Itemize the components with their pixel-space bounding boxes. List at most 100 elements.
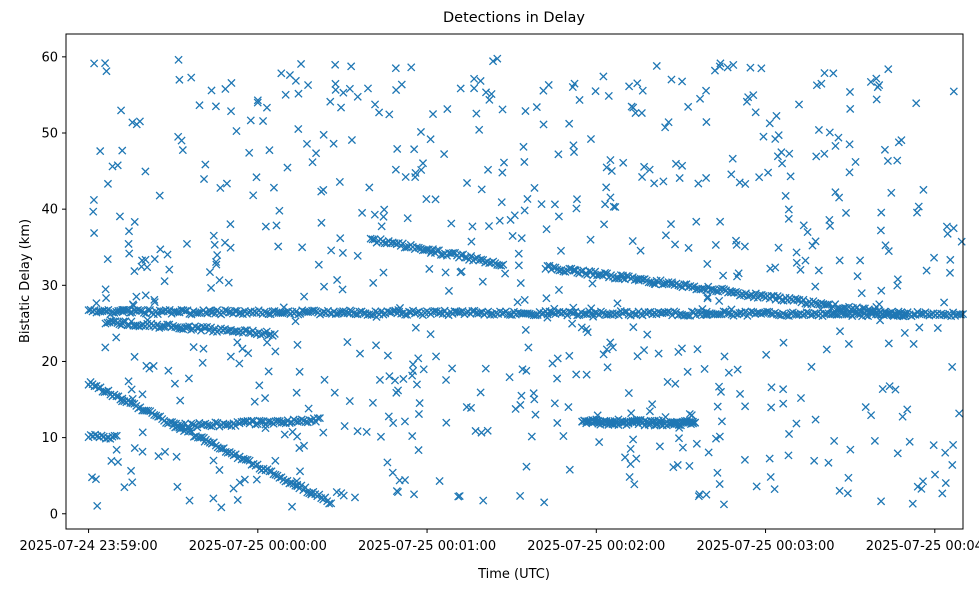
detection-marker	[506, 215, 515, 224]
detection-marker	[550, 200, 559, 209]
detection-marker	[345, 306, 355, 315]
detection-marker	[325, 499, 334, 508]
detection-marker	[253, 460, 262, 469]
detection-marker	[817, 79, 826, 88]
detection-marker	[593, 411, 602, 420]
detection-marker	[765, 119, 774, 128]
detection-marker	[692, 217, 701, 226]
detection-marker	[881, 241, 890, 250]
detection-marker	[376, 432, 386, 441]
detection-marker	[619, 158, 628, 167]
detection-marker	[570, 265, 579, 274]
detection-marker	[922, 266, 931, 275]
detection-marker	[448, 248, 458, 257]
detection-marker	[249, 191, 258, 200]
detection-marker	[499, 158, 509, 167]
detection-marker	[215, 465, 224, 475]
detection-marker	[336, 234, 345, 243]
detection-marker	[884, 339, 893, 348]
detection-marker	[655, 442, 664, 451]
detection-marker	[726, 288, 735, 297]
detection-marker	[331, 79, 340, 88]
detection-marker	[343, 338, 352, 347]
detection-marker	[723, 63, 732, 72]
detection-marker	[519, 142, 528, 151]
detection-marker	[337, 489, 346, 498]
detection-marker	[414, 409, 423, 419]
detection-marker	[380, 239, 389, 248]
detection-marker	[767, 383, 776, 392]
detection-marker	[150, 410, 159, 420]
detection-marker	[539, 120, 548, 129]
detection-marker	[905, 437, 914, 446]
detection-marker	[411, 323, 420, 332]
detection-marker	[796, 265, 805, 274]
detection-marker	[117, 318, 127, 327]
detection-marker	[661, 413, 670, 422]
detection-marker	[602, 183, 611, 192]
detection-marker	[638, 172, 647, 182]
detection-marker	[591, 87, 600, 96]
detection-marker	[177, 136, 186, 145]
detection-marker	[128, 394, 137, 403]
detection-marker	[553, 418, 562, 428]
detection-marker	[139, 308, 149, 317]
detection-marker	[620, 307, 629, 316]
detection-marker	[645, 165, 654, 174]
detection-marker	[135, 306, 145, 315]
detection-marker	[371, 341, 381, 350]
detection-marker	[752, 482, 761, 491]
detection-marker	[762, 350, 771, 359]
detection-marker	[315, 414, 324, 423]
detection-marker	[89, 195, 98, 205]
detection-marker	[832, 310, 841, 319]
detection-marker	[272, 221, 281, 230]
detection-marker	[476, 76, 485, 86]
detection-marker	[816, 305, 825, 314]
detection-marker	[806, 311, 815, 320]
detection-marker	[427, 247, 436, 256]
detection-marker	[618, 274, 627, 283]
detection-marker	[138, 390, 147, 399]
detection-marker	[317, 218, 326, 227]
y-tick-label: 0	[50, 507, 58, 522]
detection-marker	[517, 234, 526, 243]
detection-marker	[740, 455, 749, 464]
detection-marker	[226, 107, 236, 116]
detection-marker	[542, 294, 551, 303]
detection-marker	[946, 255, 955, 264]
detection-marker	[141, 291, 150, 300]
detection-marker	[675, 173, 684, 183]
detection-marker	[326, 97, 335, 106]
detection-marker	[293, 480, 302, 489]
y-axis: 0 10 20 30 40 50 60	[41, 50, 66, 522]
detection-marker	[154, 412, 163, 421]
detection-marker	[333, 275, 342, 285]
detection-marker	[456, 84, 465, 93]
detection-marker	[751, 108, 760, 117]
x-tick-label: 2025-07-25 00:00:00	[189, 539, 327, 554]
detection-marker	[408, 360, 418, 369]
detection-marker	[880, 145, 889, 154]
detection-marker	[385, 372, 394, 381]
x-tick-label: 2025-07-25 00:01:00	[358, 539, 496, 554]
detection-marker	[794, 100, 804, 109]
detection-marker	[271, 456, 280, 465]
detection-marker	[331, 60, 340, 69]
detection-marker	[693, 345, 702, 354]
y-tick-label: 50	[41, 127, 58, 142]
detection-marker	[784, 429, 794, 439]
detection-marker	[379, 212, 388, 221]
detection-marker	[845, 87, 855, 97]
detection-marker	[253, 98, 262, 107]
detection-marker	[903, 405, 912, 414]
detection-marker	[796, 393, 806, 403]
detection-marker	[661, 231, 670, 240]
detection-marker	[520, 206, 529, 215]
detection-marker	[213, 250, 222, 260]
detection-marker	[587, 304, 596, 313]
detection-marker	[319, 282, 329, 291]
detection-marker	[798, 311, 807, 320]
detection-marker	[475, 125, 484, 134]
